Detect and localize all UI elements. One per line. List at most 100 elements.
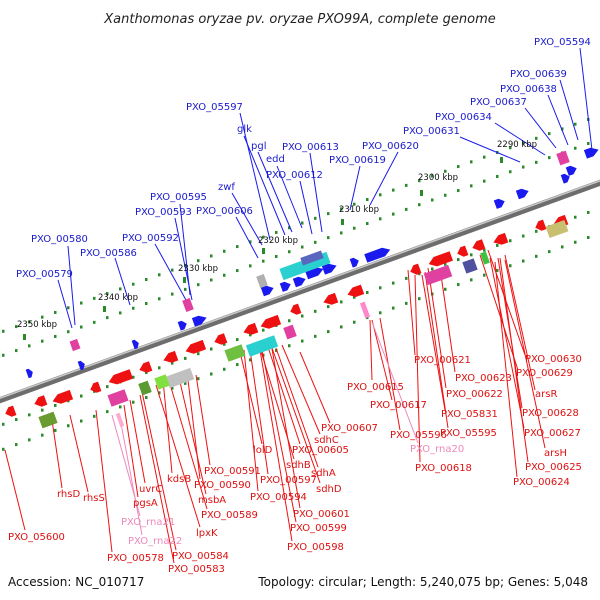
gene-label[interactable]: PXO_00613 [282, 142, 339, 153]
tick-mark [197, 377, 200, 381]
gene-label[interactable]: PXO_00586 [80, 248, 137, 259]
gene-label[interactable]: PXO_05600 [8, 532, 65, 543]
gene-label[interactable]: PXO_00599 [290, 523, 347, 534]
gene-label[interactable]: pgl [251, 141, 266, 152]
reverse-callout [275, 347, 319, 468]
gene-label[interactable]: PXO_05597 [186, 102, 243, 113]
gene-label[interactable]: PXO_00615 [347, 382, 404, 393]
tick-mark [54, 403, 57, 407]
gene-label[interactable]: PXO_00578 [107, 553, 164, 564]
gene-label[interactable]: PXO_00580 [31, 234, 88, 245]
gene-label[interactable]: PXO_00639 [510, 69, 567, 80]
gene-label[interactable]: uvrC [139, 484, 162, 495]
gene-label[interactable]: sdhA [311, 468, 336, 479]
tick-mark [28, 320, 31, 324]
gene-label[interactable]: PXO_00625 [525, 462, 582, 473]
gene-label[interactable]: PXO_00584 [172, 551, 229, 562]
gene-block-pink2 [283, 324, 297, 340]
gene-label[interactable]: PXO_00592 [122, 233, 179, 244]
gene-label[interactable]: PXO_00624 [513, 477, 570, 488]
gene-label[interactable]: arsR [535, 389, 557, 400]
tick-mark [301, 221, 304, 225]
rna-label[interactable]: PXO_rna20 [410, 444, 464, 455]
gene-label[interactable]: PXO_00617 [370, 400, 427, 411]
forward-gene [565, 165, 577, 176]
gene-label[interactable]: PXO_00589 [201, 510, 258, 521]
gene-label[interactable]: rhsD [57, 489, 80, 500]
gene-label[interactable]: PXO_00622 [446, 389, 503, 400]
tick-mark [444, 262, 447, 266]
tick-mark [457, 283, 460, 287]
gene-label[interactable]: PXO_00598 [287, 542, 344, 553]
genome-backbone [0, 179, 600, 404]
gene-label[interactable]: PXO_00590 [194, 480, 251, 491]
scale-label-2300: 2300 kbp [418, 173, 458, 183]
gene-label[interactable]: PXO_05594 [534, 37, 591, 48]
rna-label[interactable]: PXO_rna21 [121, 517, 175, 528]
gene-label[interactable]: sdhD [316, 484, 342, 495]
gene-label[interactable]: PXO_00597 [260, 475, 317, 486]
gene-label[interactable]: PXO_00620 [362, 141, 419, 152]
reverse-callout [155, 384, 201, 528]
gene-label[interactable]: arsH [544, 448, 567, 459]
gene-label[interactable]: PXO_00594 [250, 492, 307, 503]
tick-mark [288, 226, 291, 230]
gene-label[interactable]: kdsB [167, 474, 191, 485]
tick-mark [587, 142, 590, 146]
rna-label[interactable]: PXO_rna22 [128, 536, 182, 547]
gene-label[interactable]: PXO_00618 [415, 463, 472, 474]
gene-label[interactable]: PXO_00628 [522, 408, 579, 419]
gene-label[interactable]: PXO_00619 [329, 155, 386, 166]
gene-label[interactable]: glk [237, 124, 252, 135]
gene-label[interactable]: PXO_05596 [390, 430, 447, 441]
rna-gene-labels: PXO_rna20 PXO_rna21 PXO_rna22 [121, 444, 464, 547]
gene-block-cyan2 [245, 335, 279, 357]
tick-mark [106, 292, 109, 296]
reverse-callout [195, 374, 211, 466]
gene-label[interactable]: lpxK [196, 528, 218, 539]
gene-label[interactable]: lolD [253, 445, 273, 456]
tick-mark [379, 286, 382, 290]
tick-mark [548, 132, 551, 136]
gene-label[interactable]: PXO_00593 [135, 207, 192, 218]
forward-callout [231, 192, 263, 246]
tick-mark [470, 184, 473, 188]
gene-label[interactable]: PXO_00634 [435, 112, 492, 123]
gene-label[interactable]: PXO_00595 [150, 192, 207, 203]
gene-label[interactable]: PXO_00607 [321, 423, 378, 434]
gene-label[interactable]: zwf [218, 182, 235, 193]
gene-label[interactable]: PXO_00591 [204, 466, 261, 477]
gene-label[interactable]: PXO_00629 [516, 368, 573, 379]
gene-label[interactable]: PXO_00601 [293, 509, 350, 520]
tick-mark [223, 342, 226, 346]
tick-mark [340, 325, 343, 329]
tick-mark [444, 193, 447, 197]
gene-label[interactable]: msbA [198, 495, 226, 506]
gene-label[interactable]: PXO_05831 [441, 409, 498, 420]
gene-label[interactable]: PXO_00606 [196, 206, 253, 217]
gene-label[interactable]: PXO_00612 [266, 170, 323, 181]
reverse-gene [163, 350, 179, 363]
gene-label[interactable]: PXO_00637 [470, 97, 527, 108]
gene-label[interactable]: PXO_00638 [500, 84, 557, 95]
gene-label[interactable]: sdhB [286, 460, 311, 471]
gene-label[interactable]: PXO_00605 [292, 445, 349, 456]
gene-label[interactable]: PXO_00621 [414, 355, 471, 366]
tick-mark [28, 344, 31, 348]
gene-label[interactable]: PXO_00627 [524, 428, 581, 439]
gene-label[interactable]: edd [266, 154, 285, 165]
forward-gene [515, 188, 529, 200]
gene-label[interactable]: PXO_00623 [455, 373, 512, 384]
gene-label[interactable]: PXO_00583 [168, 564, 225, 575]
major-tick [420, 190, 423, 196]
reverse-callout [504, 259, 546, 449]
gene-label[interactable]: rhsS [83, 493, 105, 504]
gene-label[interactable]: PXO_00579 [16, 269, 73, 280]
gene-label[interactable]: PXO_00630 [525, 354, 582, 365]
gene-label[interactable]: sdhC [314, 435, 339, 446]
gene-label[interactable]: PXO_05595 [440, 428, 497, 439]
gene-label[interactable]: PXO_00631 [403, 126, 460, 137]
tick-mark [470, 278, 473, 282]
gene-label[interactable]: pgsA [133, 498, 158, 509]
